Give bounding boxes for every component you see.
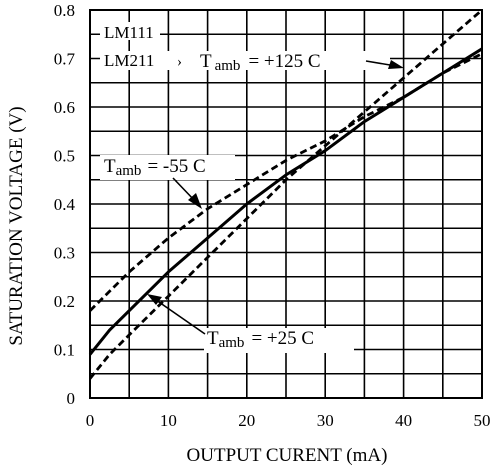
device-label-background [100,22,160,40]
axis-ticks: 0 10 20 30 40 50 0 0.1 0.2 0.3 0.4 0.5 0.6 0.7 0.8 [54,1,491,430]
y-tick-label: 0.1 [54,341,75,360]
y-tick-label: 0.4 [54,195,76,214]
annotation-tamb-minus55: Tamb = -55 C [104,156,206,179]
device-label-background [100,51,390,70]
annotation-arrowhead-25 [147,294,162,305]
x-tick-label: 20 [238,411,255,430]
annotation-arrow-25 [155,299,206,335]
plot-frame [89,9,483,399]
series-line-2 [88,8,483,380]
y-tick-label: 0.6 [54,98,75,117]
x-axis-label: OUTPUT CURENT (mA) [187,445,388,466]
y-tick-label: 0 [67,389,76,408]
device-label-lm111: LM111 [104,23,154,42]
annotation-background [204,328,354,353]
annotation-tamb-25: Tamb = +25 C [207,328,314,351]
y-tick-label: 0.2 [54,292,75,311]
device-label-separator: › [177,54,182,70]
x-tick-label: 40 [395,411,412,430]
annotation-arrowhead-125 [388,60,404,69]
x-tick-label: 10 [160,411,177,430]
series-line-3 [89,52,483,312]
y-tick-label: 0.8 [54,1,75,20]
x-tick-label: 50 [474,411,491,430]
y-tick-label: 0.7 [54,50,76,69]
annotation-background [100,155,235,180]
x-tick-label: 30 [317,411,334,430]
annotation-arrowhead-minus55 [188,193,202,209]
y-axis-label: SATURATION VOLTAGE (V) [6,106,27,345]
x-tick-label: 0 [86,411,95,430]
device-label-lm211: LM211 [104,51,154,70]
chart-series [88,8,483,380]
y-tick-label: 0.3 [54,244,75,263]
y-tick-label: 0.5 [54,147,75,166]
